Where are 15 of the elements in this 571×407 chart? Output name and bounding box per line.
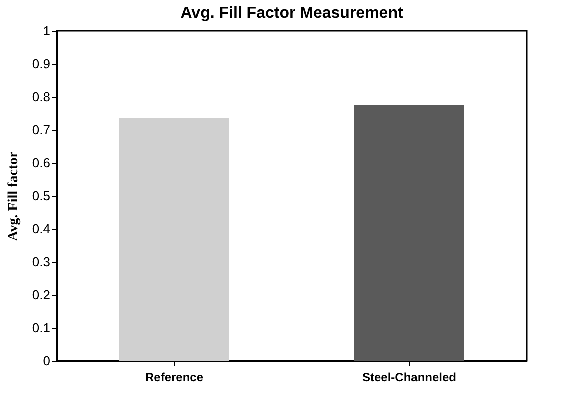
- y-tick-label: 0.4: [32, 222, 50, 236]
- y-tick-label: 0: [43, 354, 50, 368]
- y-tick-label: 0.5: [32, 188, 50, 204]
- y-tick-label: 0.8: [32, 90, 50, 104]
- chart-title: Avg. Fill Factor Measurement: [180, 5, 404, 22]
- y-axis-title: Avg. Fill factor: [6, 152, 22, 242]
- x-tick-label: Reference: [145, 370, 204, 384]
- y-tick-label: 0.2: [32, 288, 50, 302]
- y-tick-label: 0.3: [32, 254, 50, 270]
- y-tick-label: 0.9: [32, 56, 50, 72]
- y-tick-label: 1: [43, 24, 50, 38]
- y-tick-label: 0.7: [32, 122, 50, 138]
- x-tick-label: Steel-Channeled: [362, 370, 457, 384]
- y-tick-label: 0.1: [32, 320, 50, 336]
- y-tick-label: 0.6: [32, 156, 50, 170]
